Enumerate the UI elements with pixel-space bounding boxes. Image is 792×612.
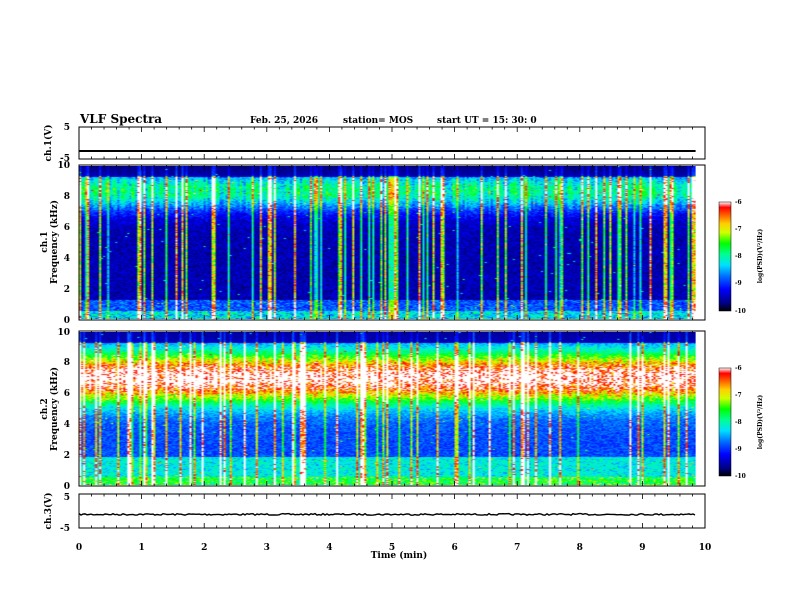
colorbar-ch2: -6 -7 -8 -9 -10 log(PSD)(V²/Hz): [718, 365, 764, 480]
ch2-spec-ylabel-top: ch.2: [40, 398, 50, 419]
x-axis-ticks: 0 1 2 3 4 5 6 7 8 9 10: [76, 543, 711, 553]
xtick-9: 9: [639, 543, 645, 553]
cb1-tick-neg8: -8: [735, 253, 742, 260]
cb1-tick-neg7: -7: [735, 226, 742, 233]
chart-title: VLF Spectra: [79, 112, 162, 126]
ch1-ytick-neg5: -5: [60, 154, 70, 164]
xtick-3: 3: [264, 543, 270, 553]
panel-ch1-voltage: 5 -5 ch.1(V): [43, 123, 706, 164]
xtick-5: 5: [389, 543, 395, 553]
ch2-ytick-2: 2: [64, 451, 70, 461]
colorbar-ch1: -6 -7 -8 -9 -10 log(PSD)(V²/Hz): [718, 199, 764, 315]
ch2-ytick-4: 4: [64, 420, 70, 430]
ch1-ytick-6: 6: [64, 223, 70, 233]
xtick-8: 8: [577, 543, 583, 553]
ch1-ytick-10: 10: [57, 161, 70, 171]
ch1-voltage-ylabel: ch.1(V): [43, 125, 54, 162]
ch3-ytick-5: 5: [64, 493, 70, 503]
xtick-0: 0: [76, 543, 82, 553]
ch2-freq-ticks: 0 2 4 6 8 10: [57, 328, 70, 492]
ch1-ytick-8: 8: [64, 192, 70, 202]
ch3-voltage-ylabel: ch.3(V): [43, 493, 54, 530]
cb1-tick-neg6: -6: [735, 199, 742, 206]
colorbar-ch1-gradient: [718, 201, 732, 312]
cb2-label: log(PSD)(V²/Hz): [757, 395, 764, 450]
ch1-spec-ylabel-top: ch.1: [40, 231, 50, 252]
ch3-ytick-neg5: -5: [60, 524, 70, 534]
xtick-4: 4: [326, 543, 332, 553]
station-label: station= MOS: [343, 116, 413, 126]
x-axis-label: Time (min): [371, 550, 428, 561]
cb2-tick-neg6: -6: [735, 365, 742, 372]
xtick-2: 2: [201, 543, 207, 553]
ch2-spec-ylabel-bottom: Frequency (kHz): [49, 367, 60, 451]
cb1-tick-neg10: -10: [735, 308, 746, 315]
date-label: Feb. 25, 2026: [250, 116, 318, 126]
cb1-tick-neg9: -9: [735, 280, 742, 287]
ch2-ytick-6: 6: [64, 389, 70, 399]
xtick-7: 7: [514, 543, 520, 553]
panel-ch2-spectrogram: 0 2 4 6 8 10 ch.2 Frequency (kHz): [40, 328, 706, 492]
ch3-voltage-trace: [78, 512, 696, 517]
panel-ch3-voltage: 5 -5 ch.3(V): [43, 493, 706, 534]
panel-ch1-spectrogram: 0 2 4 6 8 10 ch.1 Frequency (kHz): [40, 161, 706, 326]
ch2-ytick-10: 10: [57, 328, 70, 338]
ch1-spectrogram-image: [79, 166, 696, 319]
cb2-tick-neg8: -8: [735, 419, 742, 426]
ch1-ytick-5: 5: [64, 123, 70, 133]
cb1-label: log(PSD)(V²/Hz): [757, 229, 764, 284]
ch1-ytick-0: 0: [64, 316, 70, 326]
ch1-spec-ylabel-bottom: Frequency (kHz): [49, 200, 60, 284]
colorbar-ch2-gradient: [718, 367, 732, 477]
xtick-10: 10: [699, 543, 712, 553]
cb2-tick-neg9: -9: [735, 446, 742, 453]
xtick-1: 1: [138, 543, 144, 553]
ch1-freq-ticks: 0 2 4 6 8 10: [57, 161, 70, 326]
start-time-label: start UT = 15: 30: 0: [437, 116, 537, 126]
ch2-ytick-8: 8: [64, 358, 70, 368]
xtick-6: 6: [451, 543, 457, 553]
ch2-ytick-0: 0: [64, 482, 70, 492]
cb2-tick-neg10: -10: [735, 473, 746, 480]
ch1-ytick-2: 2: [64, 285, 70, 295]
cb2-tick-neg7: -7: [735, 392, 742, 399]
ch2-spectrogram-image: [79, 332, 696, 485]
ch1-ytick-4: 4: [64, 254, 70, 264]
